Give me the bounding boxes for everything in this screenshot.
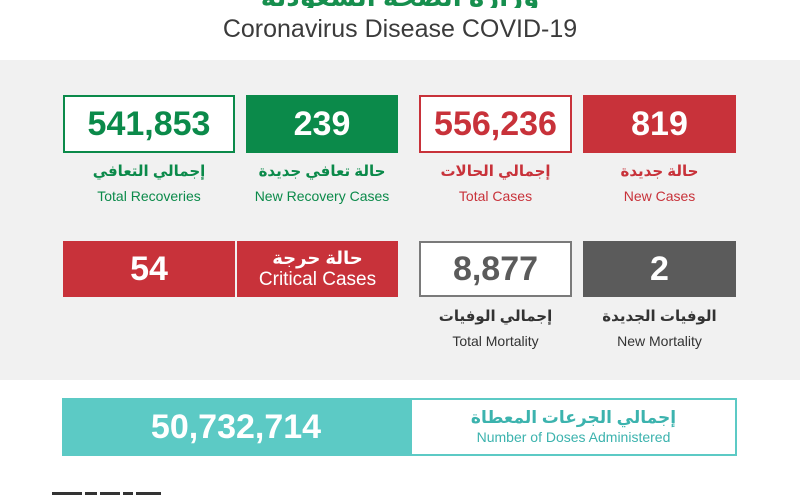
doses-administered-value: 50,732,714 (62, 398, 410, 456)
new-recoveries-label-ar: حالة تعافي جديدة (258, 163, 386, 180)
total-mortality-label-ar: إجمالي الوفيات (438, 308, 553, 325)
new-mortality-label-ar: الوفيات الجديدة (602, 308, 717, 325)
total-recoveries-label-ar: إجمالي التعافي (92, 163, 206, 180)
header-arabic-title: وزارة الصحة السعودية (0, 0, 800, 8)
total-recoveries-value: 541,853 (63, 95, 235, 153)
total-cases-label-ar: إجمالي الحالات (440, 163, 551, 180)
new-recoveries-value: 239 (246, 95, 398, 153)
new-recoveries-label-en: New Recovery Cases (254, 188, 390, 204)
critical-cases-value: 54 (63, 241, 235, 297)
new-cases-value: 819 (583, 95, 736, 153)
critical-cases-label-ar: حالة حرجة (272, 248, 363, 268)
total-mortality-label-en: Total Mortality (452, 333, 539, 349)
total-mortality-value: 8,877 (419, 241, 572, 297)
footer-logo-fragment (52, 492, 162, 500)
doses-administered-label: إجمالي الجرعات المعطاة Number of Doses A… (410, 398, 737, 456)
total-cases-value: 556,236 (419, 95, 572, 153)
total-cases-label-en: Total Cases (458, 188, 533, 204)
new-mortality-value: 2 (583, 241, 736, 297)
doses-label-ar: إجمالي الجرعات المعطاة (470, 408, 677, 427)
new-cases-label-en: New Cases (623, 188, 696, 204)
new-cases-label-ar: حالة جديدة (620, 163, 699, 180)
critical-cases-label: حالة حرجة Critical Cases (237, 241, 398, 297)
total-recoveries-label-en: Total Recoveries (97, 188, 201, 204)
critical-cases-label-en: Critical Cases (258, 269, 377, 290)
page-title: Coronavirus Disease COVID-19 (222, 15, 578, 43)
doses-label-en: Number of Doses Administered (476, 429, 671, 445)
new-mortality-label-en: New Mortality (617, 333, 702, 349)
